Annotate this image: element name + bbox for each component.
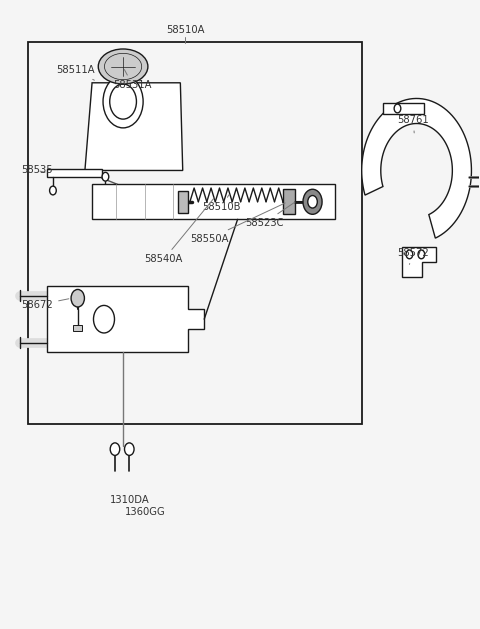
Circle shape <box>406 250 413 259</box>
Text: 1360GG: 1360GG <box>124 507 165 517</box>
Circle shape <box>49 186 56 195</box>
Circle shape <box>110 443 120 455</box>
Text: 58535: 58535 <box>22 165 53 175</box>
Text: 58540A: 58540A <box>144 198 215 264</box>
Circle shape <box>94 306 115 333</box>
Bar <box>383 103 424 114</box>
Text: 58550A: 58550A <box>190 203 285 243</box>
Bar <box>92 184 336 220</box>
Circle shape <box>102 172 109 181</box>
Circle shape <box>303 189 322 214</box>
Bar <box>181 186 194 201</box>
Bar <box>47 169 102 177</box>
Circle shape <box>110 84 136 119</box>
Circle shape <box>71 289 84 307</box>
Polygon shape <box>85 83 183 170</box>
Text: 58510B: 58510B <box>202 195 240 213</box>
Circle shape <box>394 104 401 113</box>
Bar <box>28 42 362 424</box>
Ellipse shape <box>98 49 148 84</box>
Text: 58511A: 58511A <box>56 65 95 81</box>
Text: 58510A: 58510A <box>166 25 204 35</box>
Bar <box>283 189 295 214</box>
Text: 58761: 58761 <box>397 115 429 133</box>
Text: 58531A: 58531A <box>114 70 152 91</box>
Circle shape <box>103 75 143 128</box>
Text: 58572: 58572 <box>397 248 429 264</box>
Circle shape <box>418 250 425 259</box>
Bar <box>73 325 82 331</box>
Text: 58523C: 58523C <box>245 202 295 228</box>
Polygon shape <box>402 247 436 277</box>
Text: 1310DA: 1310DA <box>110 495 150 505</box>
Bar <box>131 186 144 201</box>
Bar <box>178 191 188 213</box>
Polygon shape <box>362 99 471 238</box>
Polygon shape <box>47 286 204 352</box>
Circle shape <box>308 196 317 208</box>
Circle shape <box>124 443 134 455</box>
Text: 58672: 58672 <box>22 299 69 310</box>
